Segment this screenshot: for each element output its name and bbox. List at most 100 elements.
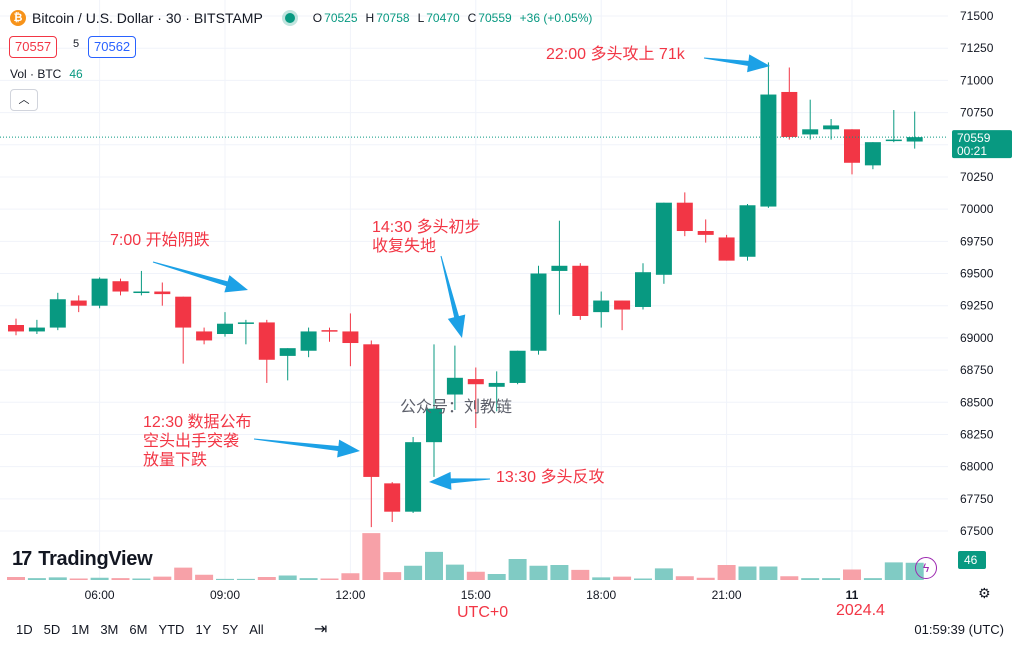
symbol-title[interactable]: Bitcoin / U.S. Dollar · 30 · BITSTAMP xyxy=(32,10,263,26)
open-key: O xyxy=(312,11,323,25)
bid-price-button[interactable]: 70557 xyxy=(9,36,58,58)
candle xyxy=(551,220,568,315)
range-selector: 1D 5D 1M 3M 6M YTD 1Y 5Y All xyxy=(16,622,275,637)
y-tick-label: 69500 xyxy=(960,267,994,281)
y-tick-label: 71500 xyxy=(960,9,994,23)
candle xyxy=(384,482,401,522)
candle xyxy=(70,295,87,313)
volume-bar xyxy=(111,578,130,580)
candle xyxy=(196,327,213,345)
tradingview-mark-icon: 17 xyxy=(12,548,32,570)
candle-body xyxy=(175,296,192,328)
volume-bar xyxy=(759,566,778,580)
volume-bar xyxy=(696,577,715,580)
volume-bars xyxy=(7,533,924,580)
candle xyxy=(718,234,735,261)
volume-bar xyxy=(445,564,464,580)
x-tick-label: 15:00 xyxy=(461,588,491,602)
lightning-icon[interactable]: ϟ xyxy=(915,557,937,579)
candle xyxy=(133,270,150,296)
volume-value: 46 xyxy=(69,67,83,81)
price-axis[interactable]: 7150071250710007075070500702507000069750… xyxy=(960,9,994,538)
annotation-1230-line3: 放量下跌 xyxy=(143,452,208,469)
tradingview-wordmark: TradingView xyxy=(38,548,153,570)
candle xyxy=(739,203,756,261)
volume-bar xyxy=(195,574,214,580)
range-ytd-button[interactable]: YTD xyxy=(158,622,185,637)
gear-icon[interactable]: ⚙ xyxy=(978,585,991,601)
candle-body xyxy=(697,231,714,235)
volume-bar xyxy=(257,577,276,580)
y-tick-label: 67500 xyxy=(960,524,994,538)
annotation-arrow xyxy=(253,438,360,458)
volume-bar xyxy=(132,578,151,580)
annotation-arrow xyxy=(703,54,770,73)
ask-price-button[interactable]: 70562 xyxy=(88,36,137,58)
annotation-1430-line1: 14:30 多头初步 xyxy=(372,219,481,236)
candle-body xyxy=(906,137,923,142)
annotation-arrow xyxy=(152,261,248,293)
utc-clock[interactable]: 01:59:39 (UTC) xyxy=(914,622,1004,637)
date-range-icon[interactable]: ⇥ xyxy=(314,621,328,638)
range-all-button[interactable]: All xyxy=(249,622,264,637)
range-3m-button[interactable]: 3M xyxy=(100,622,119,637)
candle-body xyxy=(823,125,840,130)
candle xyxy=(300,327,317,358)
tradingview-logo[interactable]: 17 TradingView xyxy=(12,548,153,571)
candle xyxy=(572,263,589,320)
annotation-utc: UTC+0 xyxy=(457,604,509,621)
candle-body xyxy=(572,265,589,316)
volume-bar xyxy=(613,576,632,580)
annotation-1330: 13:30 多头反攻 xyxy=(496,469,605,486)
volume-bar xyxy=(634,578,652,580)
market-status-icon[interactable] xyxy=(284,13,295,23)
range-5d-button[interactable]: 5D xyxy=(43,622,61,637)
annotation-arrow xyxy=(429,471,491,490)
range-1d-button[interactable]: 1D xyxy=(16,622,33,637)
candle xyxy=(446,345,463,410)
volume-bar xyxy=(592,577,611,580)
volume-last-label: 46 xyxy=(958,551,986,569)
annotation-2200: 22:00 多头攻上 71k xyxy=(546,46,685,63)
candle xyxy=(321,327,338,342)
candle-body xyxy=(217,323,233,335)
candle xyxy=(91,277,108,309)
candle-body xyxy=(405,442,422,512)
range-5y-button[interactable]: 5Y xyxy=(222,622,239,637)
range-1y-button[interactable]: 1Y xyxy=(195,622,212,637)
candle-body xyxy=(342,331,359,344)
y-tick-label: 67750 xyxy=(960,492,994,506)
volume-legend[interactable]: Vol · BTC 46 xyxy=(10,67,83,81)
volume-bar xyxy=(362,533,381,580)
volume-bar xyxy=(69,578,88,580)
volume-bar xyxy=(487,574,506,580)
y-tick-label: 71000 xyxy=(960,73,994,87)
candle-body xyxy=(551,265,568,271)
volume-bar xyxy=(675,576,694,580)
range-6m-button[interactable]: 6M xyxy=(129,622,148,637)
candlesticks xyxy=(8,62,923,528)
candle xyxy=(175,296,192,364)
candle-body xyxy=(718,237,735,261)
annotation-1230-line1: 12:30 数据公布 xyxy=(143,414,252,431)
annotation-7am: 7:00 开始阴跌 xyxy=(110,232,210,249)
candle-body xyxy=(802,129,819,135)
time-axis[interactable]: 06:00 09:00 12:00 15:00 18:00 21:00 11 xyxy=(85,588,859,602)
range-1m-button[interactable]: 1M xyxy=(71,622,90,637)
candle-body xyxy=(864,142,881,166)
candle xyxy=(363,340,380,528)
candle xyxy=(258,319,275,383)
candle-body xyxy=(760,94,777,207)
candle-body xyxy=(509,350,526,383)
ohlc-values: O 70525 H 70758 L 70470 C 70559 +36 (+0.05%) xyxy=(313,11,599,25)
candle-body xyxy=(91,278,108,306)
low-value: 70470 xyxy=(426,11,460,25)
volume-bar xyxy=(383,572,402,580)
collapse-legend-button[interactable]: ︿ xyxy=(10,89,38,111)
candle xyxy=(676,192,693,237)
y-tick-label: 68500 xyxy=(960,395,994,409)
candle xyxy=(593,291,610,328)
candle-body xyxy=(844,129,860,163)
candle xyxy=(28,319,45,335)
